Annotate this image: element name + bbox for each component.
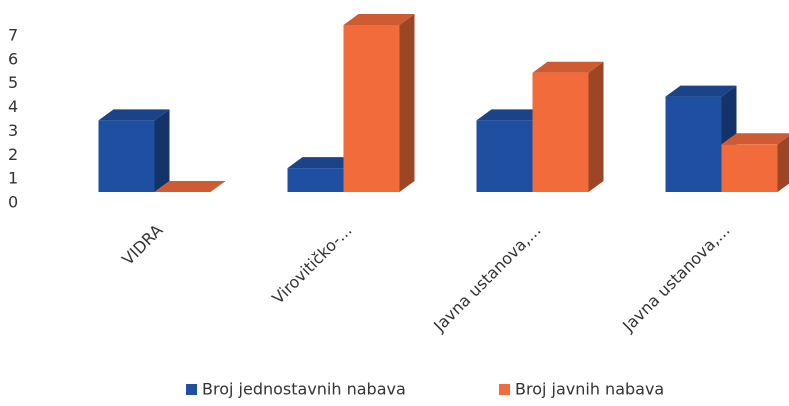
bar-front bbox=[721, 144, 778, 192]
legend-swatch bbox=[499, 384, 510, 395]
bar-top bbox=[721, 133, 789, 145]
bar bbox=[98, 109, 170, 192]
bar-top bbox=[532, 61, 604, 73]
bar bbox=[154, 181, 226, 192]
bar bbox=[665, 85, 737, 192]
y-tick-label: 2 bbox=[8, 145, 18, 164]
bar-front bbox=[287, 168, 344, 192]
x-tick-label: Javna ustanova,... bbox=[618, 221, 733, 336]
y-tick-label: 1 bbox=[8, 169, 18, 188]
bar bbox=[532, 61, 604, 192]
bar-side bbox=[399, 14, 415, 192]
y-tick-label: 3 bbox=[8, 121, 18, 140]
legend-swatch bbox=[186, 384, 197, 395]
bar-top bbox=[154, 181, 226, 192]
legend-label: Broj javnih nabava bbox=[515, 380, 664, 399]
y-tick-label: 4 bbox=[8, 97, 18, 116]
y-tick-label: 5 bbox=[8, 73, 18, 92]
x-tick-label: Virovitičko-... bbox=[268, 221, 355, 308]
bar-front bbox=[98, 120, 155, 192]
y-tick-label: 7 bbox=[8, 26, 18, 45]
y-tick-label: 0 bbox=[8, 193, 18, 212]
bar-top bbox=[98, 109, 170, 121]
bar bbox=[721, 133, 789, 192]
bar-top bbox=[476, 109, 548, 121]
bar-front bbox=[343, 25, 400, 192]
bar-top bbox=[665, 85, 737, 97]
bar-front bbox=[532, 72, 589, 192]
bar-side bbox=[777, 135, 789, 192]
bar-top bbox=[287, 157, 359, 169]
bar-side bbox=[588, 61, 604, 192]
bar bbox=[343, 14, 415, 192]
x-tick-label: VIDRA bbox=[118, 221, 166, 269]
bar-top bbox=[343, 14, 415, 25]
bar-front bbox=[665, 96, 722, 192]
y-tick-label: 6 bbox=[8, 49, 18, 68]
x-tick-label: Javna ustanova,... bbox=[429, 221, 544, 336]
bar-side bbox=[154, 109, 170, 192]
bar-front bbox=[476, 120, 533, 192]
legend-label: Broj jednostavnih nabava bbox=[202, 380, 406, 399]
